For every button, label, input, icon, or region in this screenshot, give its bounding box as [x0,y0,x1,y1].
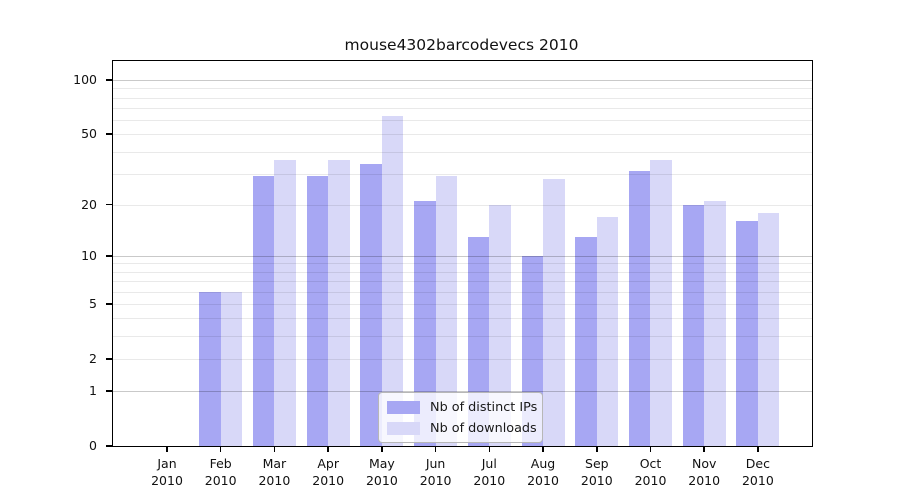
y-tick-20 [106,203,113,206]
legend-label-downloads: Nb of downloads [430,421,537,436]
y-tick-2 [106,358,113,360]
bar-downloads-aug [543,179,565,446]
legend: Nb of distinct IPs Nb of downloads [378,392,543,443]
gridline-minor-70 [113,108,812,109]
x-tick-label-oct: Oct 2010 [634,456,667,488]
legend-swatch-downloads [387,422,420,435]
bar-ips-may [360,164,382,446]
x-tick-label-nov: Nov 2010 [688,456,721,488]
y-tick-label-100: 100 [73,72,97,87]
bar-downloads-oct [650,159,672,446]
y-tick-label-2: 2 [89,350,97,366]
bar-downloads-dec [757,212,780,446]
bar-downloads-may [381,116,404,446]
x-tick-may [381,446,383,452]
x-tick-nov [703,446,705,452]
x-tick-label-feb: Feb 2010 [204,456,237,488]
x-tick-jun [434,446,437,452]
bar-ips-sep [575,236,597,446]
plot-area: 0 1 2 5 10 20 50 100 Jan 2010 Feb 2010 Mar 2010 Apr… [73,60,813,488]
legend-swatch-ips [387,401,420,414]
y-tick-100 [106,79,113,81]
legend-label-distinct-ips: Nb of distinct IPs [430,400,538,415]
bar-downloads-nov [704,200,726,446]
x-tick-oct [649,446,652,452]
bar-ips-oct [628,171,651,446]
x-tick-label-jan: Jan 2010 [151,456,183,488]
y-tick-0 [106,445,113,447]
x-tick-label-mar: Mar 2010 [258,456,291,488]
x-tick-label-jun: Jun 2010 [419,456,452,488]
y-tick-5 [106,303,113,305]
y-tick-label-1: 1 [89,383,97,398]
x-tick-label-apr: Apr 2010 [312,456,345,488]
x-tick-dec [757,446,759,452]
legend-item-distinct-ips: Nb of distinct IPs [387,399,538,416]
x-tick-aug [542,446,544,452]
bar-downloads-jun [435,176,458,446]
x-tick-apr [327,446,329,452]
y-tick-label-0: 0 [89,438,97,453]
x-tick-mar [273,446,276,452]
legend-item-downloads: Nb of downloads [387,420,537,437]
x-tick-label-sep: Sep 2010 [580,456,613,488]
x-tick-jan [166,446,168,452]
gridline-minor-90 [113,88,812,90]
bar-downloads-mar [274,159,296,446]
gridline-minor-40 [113,151,812,153]
bar-ips-apr [306,176,329,446]
y-tick-label-50: 50 [81,126,97,142]
x-tick-label-aug: Aug 2010 [527,456,559,488]
bar-ips-dec [736,221,758,446]
x-tick-label-may: May 2010 [365,456,398,488]
bar-downloads-apr [328,159,350,446]
y-tick-1 [106,390,113,392]
bar-ips-jun [414,200,436,446]
bar-ips-nov [682,204,705,446]
bar-downloads-sep [596,216,619,446]
y-tick-label-20: 20 [81,196,97,212]
chart-title: mouse4302barcodevecs 2010 [344,36,579,54]
x-tick-feb [219,446,222,452]
gridline-minor-60 [113,120,812,121]
bar-downloads-jul [489,204,511,446]
bar-downloads-feb [220,291,243,446]
y-tick-label-10: 10 [81,247,97,263]
x-tick-jul [488,446,491,452]
gridline-minor-30 [113,173,812,175]
x-tick-label-dec: Dec 2010 [741,456,774,488]
gridline-major-100 [113,80,812,81]
x-tick-sep [596,446,598,452]
bar-ips-mar [252,176,275,446]
gridline-minor-50 [113,134,812,136]
x-tick-label-jul: Jul 2010 [473,456,506,488]
y-tick-10 [106,255,113,257]
y-tick-50 [106,133,113,135]
gridline-minor-80 [113,97,812,99]
bar-ips-feb [199,291,221,446]
y-tick-label-5: 5 [89,295,97,311]
